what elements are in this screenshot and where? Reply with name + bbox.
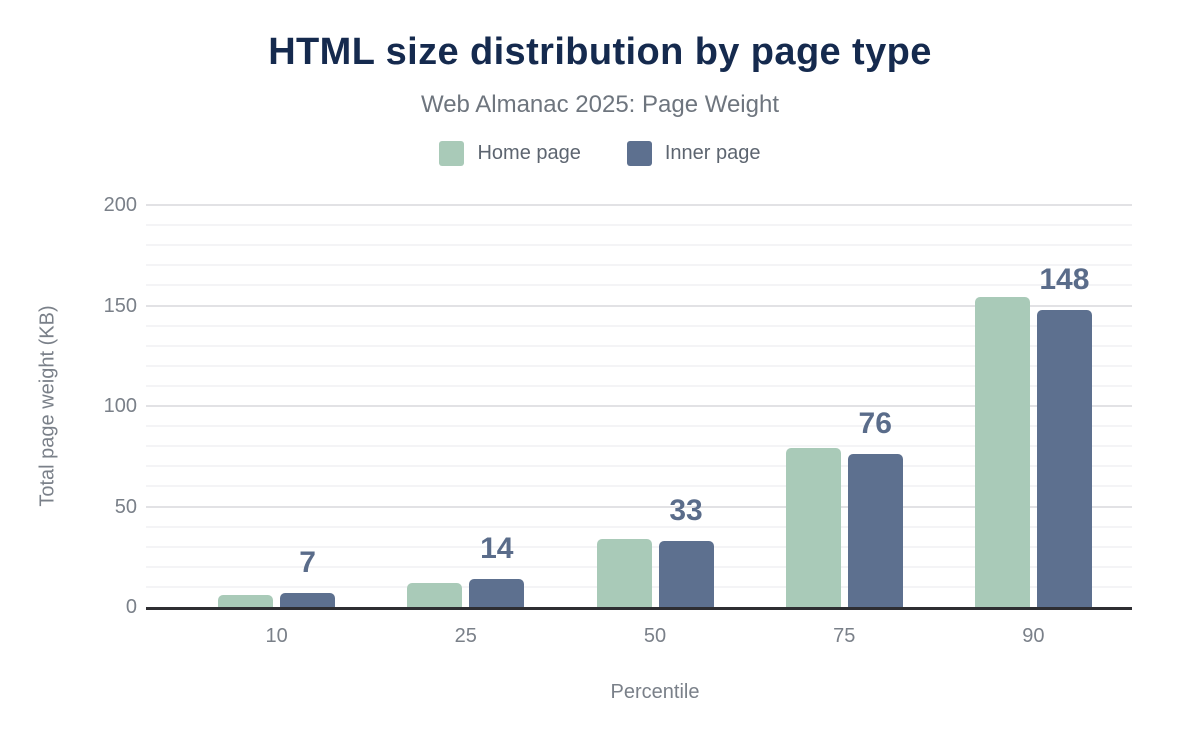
bar-inner-page: 33	[658, 494, 714, 607]
legend-swatch-inner-page-icon	[626, 141, 652, 166]
y-axis-ticks: 0 50 100 150 200	[0, 194, 137, 618]
gridline-minor	[146, 385, 1132, 387]
x-tick-label: 50	[643, 625, 667, 647]
gridline-minor	[146, 526, 1132, 528]
bar-group: 33 50	[560, 205, 749, 647]
gridline-minor	[146, 264, 1132, 266]
bar-home-page	[785, 448, 841, 607]
bar-home-page	[974, 297, 1030, 607]
x-axis-title: Percentile	[610, 681, 700, 703]
bar-group: 7 10	[182, 205, 371, 647]
value-label: 14	[480, 532, 514, 565]
value-label: 7	[299, 546, 316, 579]
legend-label: Home page	[477, 142, 581, 164]
gridline-minor	[146, 284, 1132, 286]
grid-layer	[146, 204, 1132, 607]
gridline-minor	[146, 485, 1132, 487]
legend-item-inner-page: Inner page	[626, 141, 761, 166]
gridline-minor	[146, 345, 1132, 347]
gridline-minor	[146, 445, 1132, 447]
gridline-major	[146, 204, 1132, 206]
value-label: 148	[1039, 263, 1090, 296]
bar-inner-page: 148	[1036, 263, 1092, 607]
bar-inner-page: 76	[847, 407, 903, 607]
legend-item-home-page: Home page	[439, 141, 581, 166]
legend: Home page Inner page	[0, 141, 1200, 166]
x-tick-label: 75	[833, 625, 856, 647]
bar-home-page	[407, 583, 463, 607]
gridline-minor	[146, 425, 1132, 427]
value-label: 76	[858, 407, 892, 440]
x-tick-label: 10	[265, 625, 288, 647]
y-tick-label: 0	[125, 596, 137, 618]
bar-group: 148 90	[939, 205, 1128, 647]
bar-group: 14 25	[371, 205, 560, 647]
gridline-major	[146, 506, 1132, 508]
gridline-major	[146, 305, 1132, 307]
value-label: 33	[669, 494, 703, 527]
gridline-minor	[146, 244, 1132, 246]
x-tick-label: 25	[454, 625, 477, 647]
legend-swatch-home-page-icon	[439, 141, 465, 166]
y-tick-label: 200	[103, 194, 137, 216]
plot-area: 7 10 14 25 33 50 76 75 148 90	[146, 204, 1132, 647]
gridline-minor	[146, 325, 1132, 327]
chart-subtitle: Web Almanac 2025: Page Weight	[420, 91, 779, 118]
bar-home-page	[596, 539, 652, 607]
bar-inner-page: 14	[469, 532, 525, 607]
gridline-major	[146, 405, 1132, 407]
gridline-minor	[146, 465, 1132, 467]
gridline-minor	[146, 365, 1132, 367]
gridline-minor	[146, 224, 1132, 226]
legend-label: Inner page	[664, 142, 761, 164]
bar-group: 76 75	[750, 205, 939, 647]
bar-home-page	[218, 595, 274, 607]
bar-inner-page: 7	[280, 546, 336, 607]
y-tick-label: 50	[114, 496, 137, 518]
x-tick-label: 90	[1022, 625, 1045, 647]
chart-title: HTML size distribution by page type	[268, 31, 932, 73]
bar-groups: 7 10 14 25 33 50 76 75 148 90	[182, 205, 1128, 647]
y-tick-label: 100	[103, 395, 137, 417]
y-tick-label: 150	[103, 295, 137, 317]
